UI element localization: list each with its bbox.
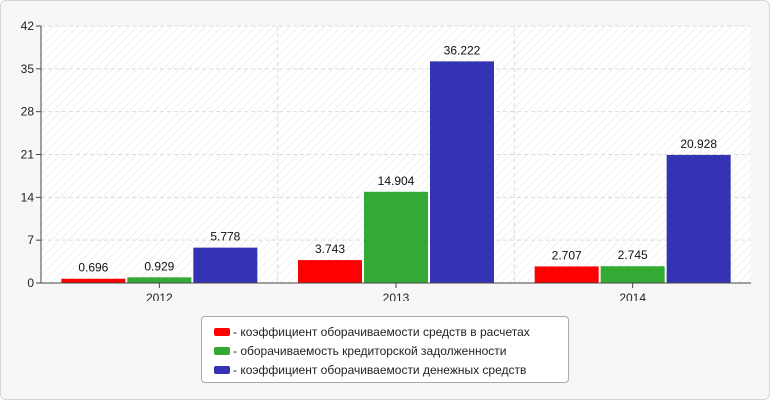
bar-value-label: 5.778 [210,230,240,244]
bar [430,61,494,283]
bar-value-label: 0.696 [78,261,108,275]
bar-chart: 0 7 14 21 28 35 42 0.696 0.929 5.778 2012 3.743 14.9… [21,19,751,301]
bar [61,278,126,283]
bar [600,266,665,283]
y-tick-label: 0 [27,276,34,290]
legend-swatch [214,327,230,336]
bar-value-label: 36.222 [444,43,481,57]
legend-swatch [214,346,230,355]
legend-item: - оборачиваемость кредиторской задолженн… [214,341,568,360]
bar-value-label: 2.745 [618,248,648,262]
legend-item: - коэффициент оборачиваемости денежных с… [214,360,568,379]
bar [534,266,599,283]
x-tick-label: 2012 [146,291,173,301]
y-tick-label: 28 [21,105,35,119]
bar [666,154,731,283]
bar [298,260,362,283]
bar-value-label: 3.743 [315,242,345,256]
legend-label: - оборачиваемость кредиторской задолженн… [233,343,507,358]
chart-legend: - коэффициент оборачиваемости средств в … [201,316,569,383]
y-tick-label: 7 [27,233,34,247]
legend-item: - коэффициент оборачиваемости средств в … [214,322,568,341]
legend-label: - коэффициент оборачиваемости средств в … [233,324,530,339]
bar-value-label: 0.929 [144,259,174,273]
bar-value-label: 14.904 [378,174,415,188]
bar-value-label: 2.707 [552,248,582,262]
bar [127,277,192,283]
legend-swatch [214,365,230,374]
legend-label: - коэффициент оборачиваемости денежных с… [233,362,527,377]
bar [364,191,428,283]
x-tick-label: 2014 [619,291,646,301]
bar [193,247,258,283]
y-tick-label: 35 [21,62,35,76]
y-tick-label: 14 [21,190,35,204]
x-tick-label: 2013 [383,291,410,301]
bar-value-label: 20.928 [680,137,717,151]
y-tick-label: 42 [21,19,35,33]
y-tick-label: 21 [21,148,35,162]
